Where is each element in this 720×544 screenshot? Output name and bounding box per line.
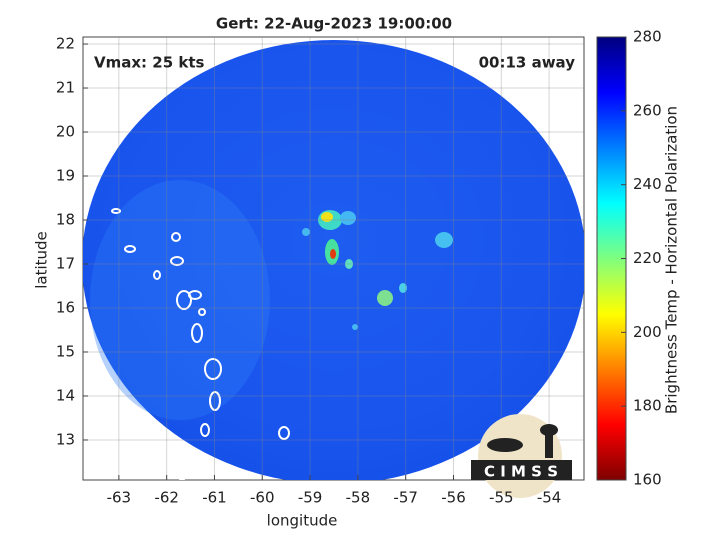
x-tick-label: -60: [250, 489, 275, 507]
hot-spot: [377, 290, 393, 306]
colorbar-tick-label: 180: [633, 397, 662, 415]
colorbar-tick-label: 160: [633, 471, 662, 489]
hot-spot: [399, 283, 407, 293]
y-tick-label: 19: [56, 167, 75, 185]
chart-title: Gert: 22-Aug-2023 19:00:00: [216, 15, 452, 33]
colorbar-tick-label: 240: [633, 175, 662, 193]
colorbar-tick-label: 280: [633, 28, 662, 46]
annotation: 00:13 away: [479, 54, 576, 72]
hot-spot: [330, 249, 336, 259]
swath: [83, 40, 584, 480]
x-axis-label: longitude: [267, 512, 338, 530]
colorbar-tick-label: 260: [633, 101, 662, 119]
y-tick-label: 17: [56, 254, 75, 272]
y-axis-label: latitude: [33, 231, 51, 289]
y-tick-label: 18: [56, 211, 75, 229]
y-tick-label: 15: [56, 342, 75, 360]
hot-spot: [340, 211, 356, 225]
logo: C I M S S: [471, 414, 572, 498]
x-tick-label: -62: [154, 489, 179, 507]
colorbar-tick-label: 200: [633, 323, 662, 341]
x-tick-label: -57: [393, 489, 418, 507]
y-tick-label: 14: [56, 386, 75, 404]
logo-text: C I M S S: [484, 463, 558, 481]
colorbar-label: Brightness Temp - Horizontal Polarizatio…: [663, 106, 681, 414]
x-tick-label: -58: [346, 489, 371, 507]
grid: [83, 37, 584, 480]
swath-shade: [90, 180, 270, 420]
y-tick-label: 22: [56, 35, 75, 53]
x-tick-label: -54: [537, 489, 562, 507]
y-tick-label: 20: [56, 123, 75, 141]
x-tick-label: -55: [489, 489, 514, 507]
hot-spot: [352, 324, 358, 330]
annotation: Vmax: 25 kts: [94, 54, 204, 72]
y-tick-label: 16: [56, 298, 75, 316]
y-tick-label: 21: [56, 79, 75, 97]
coastlines: [111, 208, 290, 480]
hot-spot: [302, 228, 310, 236]
x-tick-label: -61: [202, 489, 227, 507]
x-tick-label: -56: [441, 489, 466, 507]
x-tick-label: -63: [107, 489, 132, 507]
hot-spot: [345, 259, 353, 269]
y-tick-label: 13: [56, 430, 75, 448]
hot-spot: [321, 212, 333, 222]
x-tick-label: -59: [298, 489, 323, 507]
hot-spot: [435, 232, 453, 248]
colorbar-tick-label: 220: [633, 249, 662, 267]
